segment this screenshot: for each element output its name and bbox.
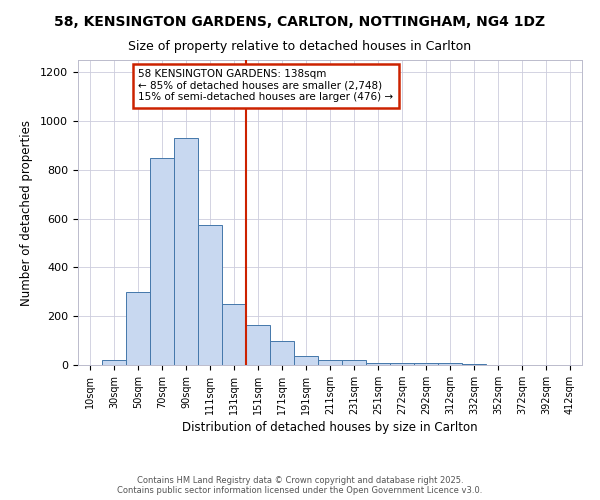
- Bar: [102, 360, 126, 365]
- Bar: [222, 304, 246, 365]
- Bar: [174, 138, 198, 365]
- Text: Contains HM Land Registry data © Crown copyright and database right 2025.
Contai: Contains HM Land Registry data © Crown c…: [118, 476, 482, 495]
- Bar: [390, 364, 414, 365]
- Bar: [198, 224, 222, 365]
- Bar: [150, 158, 174, 365]
- Text: 58, KENSINGTON GARDENS, CARLTON, NOTTINGHAM, NG4 1DZ: 58, KENSINGTON GARDENS, CARLTON, NOTTING…: [55, 15, 545, 29]
- X-axis label: Distribution of detached houses by size in Carlton: Distribution of detached houses by size …: [182, 421, 478, 434]
- Text: 58 KENSINGTON GARDENS: 138sqm
← 85% of detached houses are smaller (2,748)
15% o: 58 KENSINGTON GARDENS: 138sqm ← 85% of d…: [139, 69, 394, 102]
- Bar: [126, 292, 150, 365]
- Bar: [318, 360, 342, 365]
- Bar: [246, 324, 270, 365]
- Y-axis label: Number of detached properties: Number of detached properties: [20, 120, 33, 306]
- Bar: [438, 363, 462, 365]
- Bar: [270, 340, 294, 365]
- Text: Size of property relative to detached houses in Carlton: Size of property relative to detached ho…: [128, 40, 472, 53]
- Bar: [294, 356, 318, 365]
- Bar: [462, 364, 486, 365]
- Bar: [414, 364, 438, 365]
- Bar: [366, 362, 390, 365]
- Bar: [342, 360, 366, 365]
